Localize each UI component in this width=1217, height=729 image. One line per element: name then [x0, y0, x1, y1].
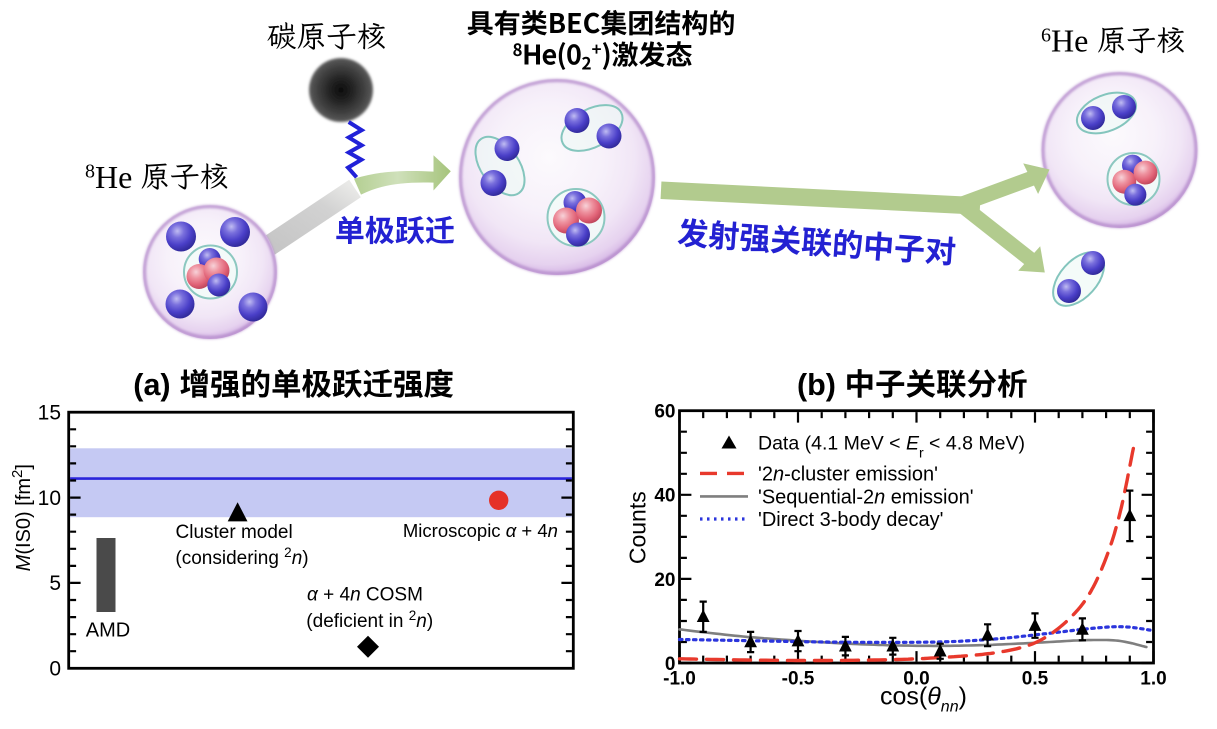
svg-text:(deficient in 2n): (deficient in 2n) — [306, 608, 433, 633]
svg-text:0.0: 0.0 — [903, 669, 929, 690]
svg-text:He: He — [1051, 23, 1088, 59]
svg-text:(a): (a) — [133, 368, 170, 402]
svg-text:'2n-cluster emission': '2n-cluster emission' — [758, 463, 938, 485]
svg-text:5: 5 — [49, 572, 61, 595]
svg-text:8: 8 — [85, 161, 95, 183]
svg-text:-1.0: -1.0 — [663, 669, 696, 690]
svg-text:cos(θnn): cos(θnn) — [880, 683, 967, 716]
svg-text:(considering 2n): (considering 2n) — [175, 545, 308, 570]
svg-text:Counts: Counts — [625, 491, 651, 564]
svg-text:'Sequential-2n emission': 'Sequential-2n emission' — [758, 486, 974, 508]
svg-text:1.0: 1.0 — [1140, 669, 1166, 690]
svg-text:20: 20 — [654, 570, 675, 591]
svg-text:0.5: 0.5 — [1022, 669, 1049, 690]
svg-text:Microscopic α + 4n: Microscopic α + 4n — [403, 520, 558, 541]
svg-text:Cluster model: Cluster model — [176, 522, 293, 543]
svg-text:M(IS0) [fm2]: M(IS0) [fm2] — [9, 464, 36, 571]
svg-text:6: 6 — [1041, 25, 1051, 47]
svg-text:α + 4n COSM: α + 4n COSM — [307, 585, 423, 606]
svg-text:40: 40 — [654, 486, 675, 507]
svg-text:(b): (b) — [797, 368, 836, 402]
svg-text:60: 60 — [654, 402, 675, 423]
svg-text:AMD: AMD — [86, 620, 130, 642]
svg-text:Data (4.1 MeV < Er < 4.8 MeV): Data (4.1 MeV < Er < 4.8 MeV) — [758, 433, 1025, 461]
svg-text:0: 0 — [665, 654, 676, 675]
svg-text:0: 0 — [49, 658, 61, 681]
svg-text:10: 10 — [38, 487, 61, 510]
svg-text:-0.5: -0.5 — [782, 669, 815, 690]
svg-text:He: He — [95, 159, 132, 195]
svg-text:15: 15 — [38, 401, 61, 424]
svg-text:'Direct 3-body decay': 'Direct 3-body decay' — [758, 509, 944, 531]
